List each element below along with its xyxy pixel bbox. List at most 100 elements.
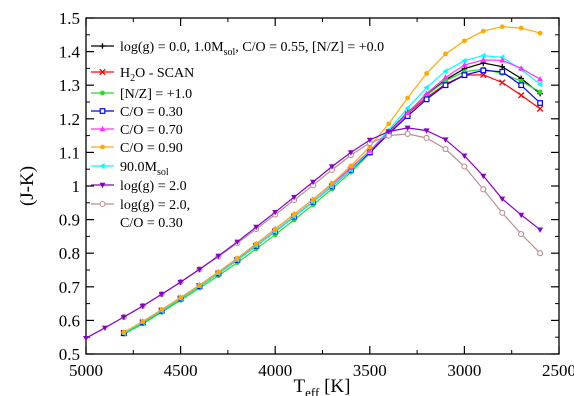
data-point-co070 <box>518 65 525 71</box>
data-point-logg2co030 <box>537 250 544 257</box>
x-tick-label: 4000 <box>258 361 292 380</box>
data-point-co030 <box>537 100 543 106</box>
legend-swatch-marker <box>99 200 106 208</box>
data-point-logg2 <box>253 224 260 231</box>
data-point-co090 <box>234 255 240 261</box>
data-point-co090 <box>443 51 448 57</box>
legend-swatch-marker <box>99 125 106 132</box>
data-point-logg2 <box>385 129 392 135</box>
data-point-co090 <box>272 226 278 232</box>
data-point-logg2co030 <box>499 209 506 216</box>
x-axis-title-sub: eff <box>305 385 320 396</box>
data-point-co030 <box>480 67 487 74</box>
data-point-logg2 <box>518 212 525 219</box>
data-point-co090 <box>197 282 202 288</box>
data-point-logg2 <box>442 137 449 143</box>
data-point-co070 <box>404 109 411 116</box>
data-point-mass90 <box>480 52 486 59</box>
data-point-co090 <box>310 197 316 202</box>
data-point-logg2 <box>272 210 279 216</box>
data-point-co090 <box>405 95 411 101</box>
y-tick-label: 1.1 <box>59 143 80 162</box>
x-tick-label: 5000 <box>69 361 103 380</box>
legend-entry-mass90: 90.0Msol <box>91 160 169 178</box>
y-tick-label: 1.3 <box>59 76 80 95</box>
data-point-mass90 <box>442 68 448 75</box>
data-point-logg2co030 <box>518 230 525 238</box>
data-point-co070 <box>366 147 373 153</box>
data-point-co090 <box>462 38 467 44</box>
data-point-logg2co030 <box>442 145 449 153</box>
y-tick-label: 1.4 <box>59 43 81 62</box>
data-point-co090 <box>386 121 392 127</box>
data-point-base <box>499 63 506 70</box>
data-point-logg2 <box>366 137 373 144</box>
data-point-h2o <box>517 92 525 99</box>
legend-swatch-marker <box>99 108 106 114</box>
axis-ticks: 5000 4500 4000 3500 3000 2500 0.5 0.6 0.7 0.8 0.9 1… <box>59 9 574 380</box>
data-point-logg2 <box>291 194 298 201</box>
data-point-co070 <box>423 90 430 96</box>
data-point-logg2 <box>158 291 165 298</box>
data-point-co070 <box>537 75 544 82</box>
data-point-co030 <box>442 82 449 89</box>
data-point-logg2 <box>139 303 146 310</box>
legend-label: C/O = 0.30 <box>120 105 183 120</box>
data-point-co090 <box>348 163 354 169</box>
y-axis-title: (J-K) <box>17 166 38 206</box>
data-point-logg2 <box>480 173 487 180</box>
legend-swatch-marker <box>99 43 106 49</box>
data-point-co070 <box>499 57 506 63</box>
x-tick-label: 3500 <box>353 361 387 380</box>
data-point-mass90 <box>461 57 467 64</box>
data-point-logg2 <box>177 279 184 286</box>
data-point-logg2 <box>423 128 430 134</box>
data-point-co070 <box>442 74 449 80</box>
data-point-co030 <box>499 68 506 75</box>
data-point-co090 <box>140 319 146 324</box>
series-logg2co030 <box>120 130 544 321</box>
data-point-logg2 <box>83 336 89 342</box>
data-point-logg2co030 <box>480 186 487 193</box>
series-logg2 <box>83 125 544 342</box>
legend-label: 90.0Msol <box>120 160 169 178</box>
legend-swatch-marker <box>99 163 105 169</box>
legend-entry-base: log(g) = 0.0, 1.0Msol, C/O = 0.55, [N/Z]… <box>91 40 384 58</box>
data-point-co090 <box>537 30 543 36</box>
data-point-logg2 <box>404 125 411 132</box>
data-point-co070 <box>461 61 468 68</box>
x-tick-label: 2500 <box>542 361 574 380</box>
legend-label: C/O = 0.90 <box>120 141 183 156</box>
series-co090 <box>121 24 543 335</box>
legend-label: log(g) = 0.0, 1.0Msol, C/O = 0.55, [N/Z]… <box>120 40 384 58</box>
legend-label: log(g) = 2.0 <box>120 179 187 194</box>
legend-label: C/O = 0.30 <box>120 216 183 231</box>
data-point-co070 <box>480 56 487 63</box>
legend-entry-nz: [N/Z] = +1.0 <box>91 87 192 102</box>
legend-swatch-marker <box>99 182 106 189</box>
legend-swatch-marker <box>99 68 106 76</box>
data-point-mass90 <box>536 81 543 88</box>
legend-swatch-marker <box>100 90 105 96</box>
y-tick-label: 1.5 <box>59 9 80 28</box>
y-tick-label: 0.5 <box>59 345 80 364</box>
data-point-co090 <box>480 28 486 34</box>
data-point-mass90 <box>423 84 429 91</box>
data-point-nz <box>537 89 543 95</box>
series-layer <box>83 24 544 342</box>
data-point-co090 <box>253 241 259 247</box>
data-point-co090 <box>121 329 127 335</box>
data-point-co090 <box>424 71 429 76</box>
data-point-co090 <box>291 211 297 217</box>
data-point-co090 <box>159 307 165 313</box>
legend-entry-co090: C/O = 0.90 <box>91 141 183 156</box>
legend-entry-co070: C/O = 0.70 <box>91 123 183 138</box>
y-tick-label: 1.2 <box>59 110 80 129</box>
data-point-logg2 <box>328 164 335 170</box>
data-point-logg2 <box>215 253 222 260</box>
data-point-logg2co030 <box>404 130 411 137</box>
y-tick-label: 0.8 <box>59 244 80 263</box>
data-point-logg2co030 <box>423 134 430 142</box>
legend-swatch-marker <box>100 144 105 150</box>
